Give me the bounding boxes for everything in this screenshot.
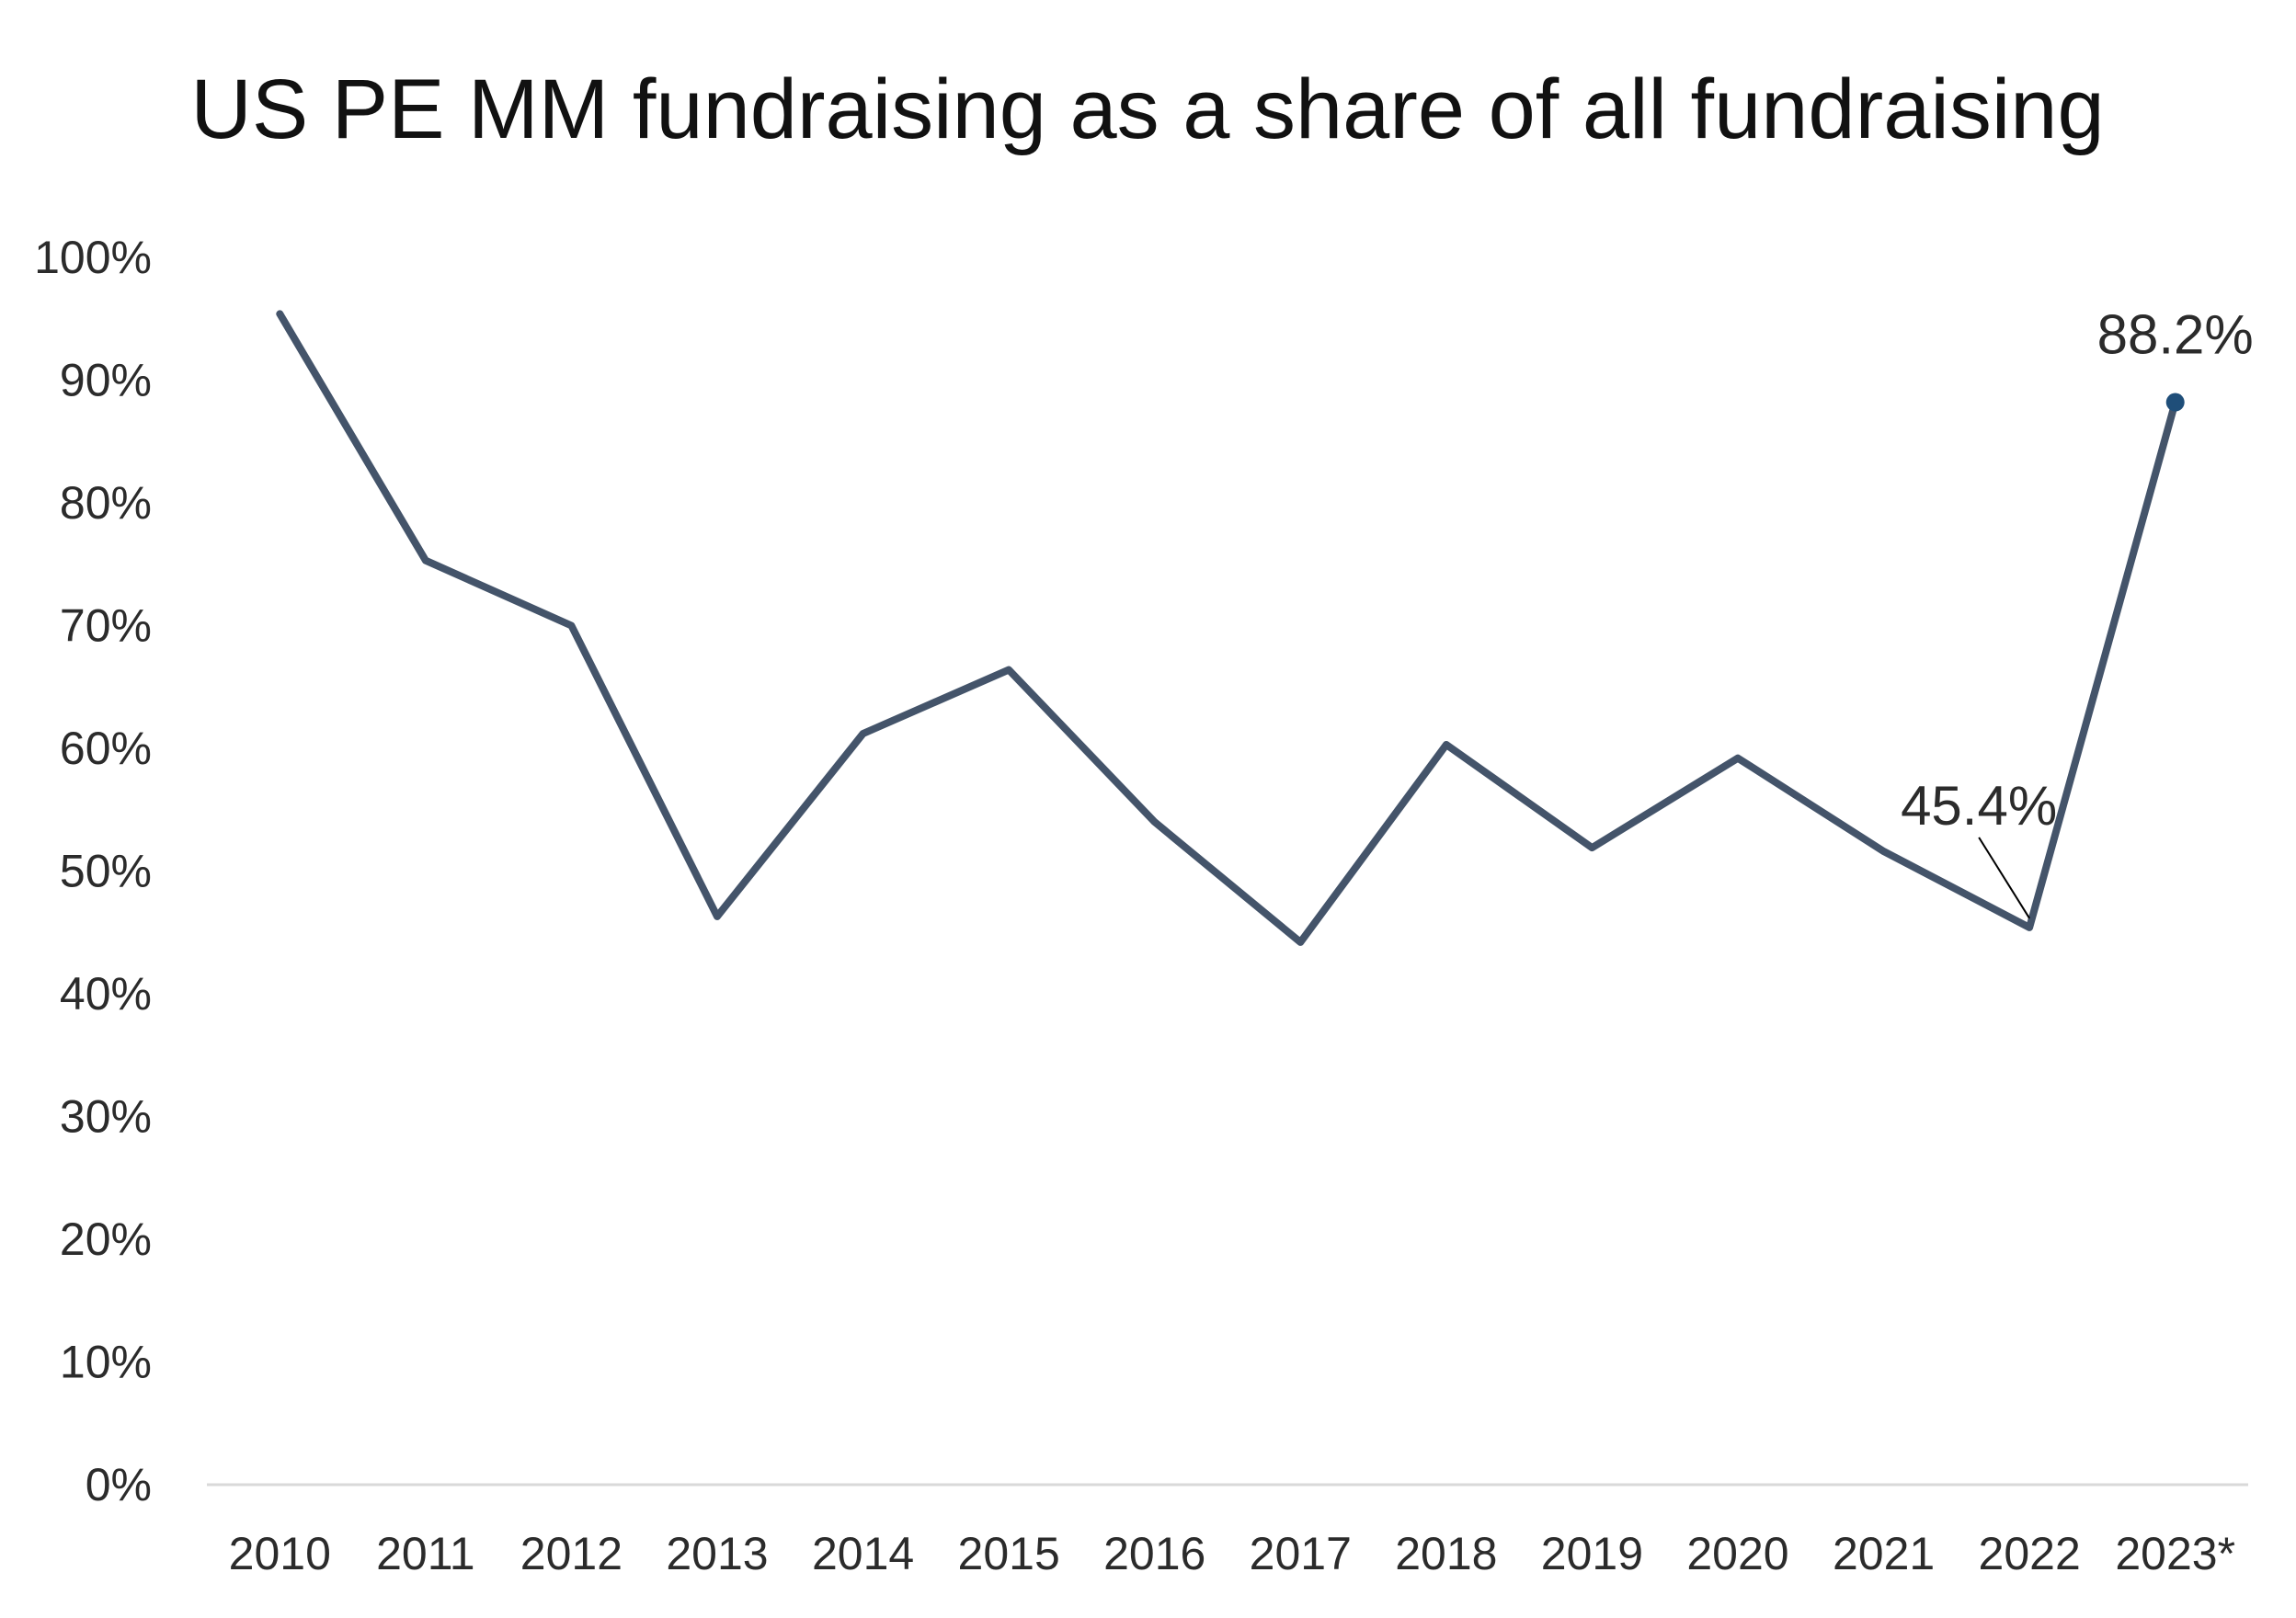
y-tick-label: 0% <box>86 1459 152 1510</box>
y-tick-label: 60% <box>60 723 152 774</box>
x-tick-label: 2011 <box>376 1528 475 1579</box>
x-tick-label: 2020 <box>1686 1528 1788 1579</box>
x-tick-label: 2021 <box>1833 1528 1935 1579</box>
data-label: 88.2% <box>2097 304 2254 366</box>
x-tick-label: 2022 <box>1979 1528 2081 1579</box>
x-axis-labels: 2010 2011 2012 2013 2014 2015 2016 2017 2018 2019… <box>229 1528 2235 1579</box>
x-tick-label: 2015 <box>958 1528 1060 1579</box>
y-tick-label: 30% <box>60 1091 152 1143</box>
x-tick-label: 2017 <box>1250 1528 1352 1579</box>
y-tick-label: 50% <box>60 846 152 897</box>
x-tick-label: 2012 <box>520 1528 623 1579</box>
chart-title: US PE MM fundraising as a share of all f… <box>190 63 2104 156</box>
y-tick-label: 80% <box>60 477 152 529</box>
data-label: 45.4% <box>1901 775 2057 837</box>
y-tick-label: 40% <box>60 968 152 1020</box>
annotations: 45.4% 88.2% <box>1901 304 2254 919</box>
y-tick-label: 70% <box>60 600 152 652</box>
y-tick-label: 90% <box>60 355 152 406</box>
x-tick-label: 2016 <box>1103 1528 1205 1579</box>
x-tick-label: 2014 <box>812 1528 914 1579</box>
y-tick-label: 100% <box>34 232 152 283</box>
x-tick-label: 2010 <box>229 1528 331 1579</box>
x-tick-label: 2023* <box>2115 1528 2235 1579</box>
series-group <box>276 310 2185 946</box>
data-label-leader-line <box>1978 837 2030 919</box>
series-line <box>276 310 2179 946</box>
x-tick-label: 2018 <box>1395 1528 1497 1579</box>
x-tick-label: 2013 <box>666 1528 768 1579</box>
data-point-marker <box>2165 393 2185 412</box>
x-tick-label: 2019 <box>1541 1528 1643 1579</box>
y-axis-labels: 0% 10% 20% 30% 40% 50% 60% 70% 80% 90% 100% <box>34 232 152 1510</box>
y-tick-label: 20% <box>60 1214 152 1265</box>
y-tick-label: 10% <box>60 1337 152 1388</box>
